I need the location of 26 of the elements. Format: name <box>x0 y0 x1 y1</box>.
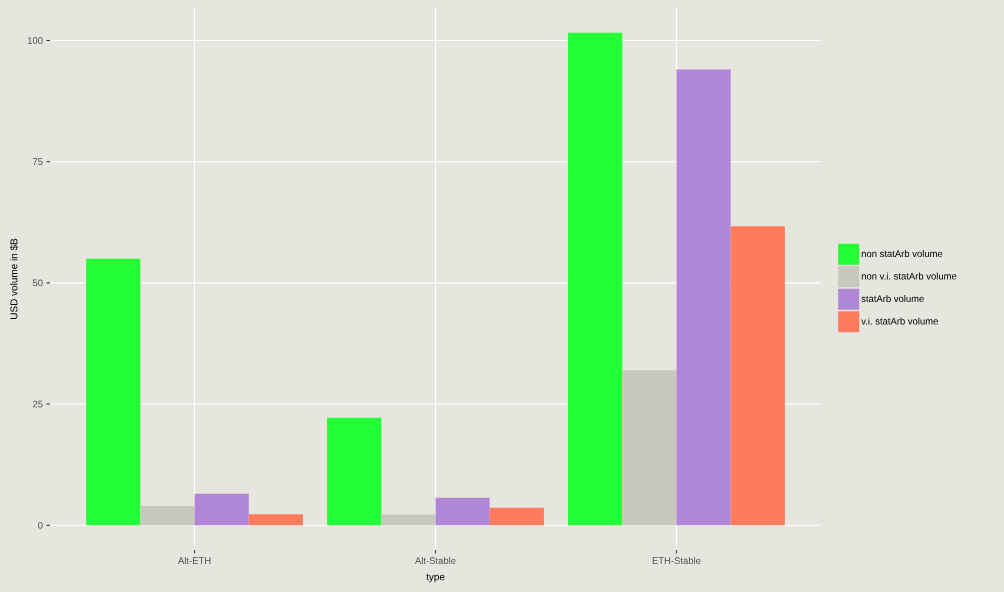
x-tick-label: ETH-Stable <box>652 557 701 564</box>
bar <box>676 69 731 526</box>
x-tick-label: Alt-Stable <box>415 557 456 564</box>
y-axis-title: USD volume in $B <box>9 238 19 319</box>
y-tick-label: 100 <box>27 37 43 44</box>
y-tick-label: 50 <box>32 279 43 287</box>
x-tick-label: Alt-ETH <box>178 557 211 564</box>
legend-label: statArb volume <box>861 295 924 303</box>
bar <box>489 507 544 526</box>
bar <box>327 417 382 526</box>
bar <box>730 226 785 526</box>
x-axis-title: type <box>426 573 445 583</box>
legend-label: non statArb volume <box>861 250 943 258</box>
bar <box>381 514 436 526</box>
bar <box>86 258 141 526</box>
bar <box>622 370 677 526</box>
legend-label: v.i. statArb volume <box>861 317 938 325</box>
bar <box>568 32 623 526</box>
y-tick-label: 25 <box>32 400 43 408</box>
y-tick-label: 75 <box>32 158 43 165</box>
bar <box>435 497 490 526</box>
bar <box>248 514 303 526</box>
legend-label: non v.i. statArb volume <box>861 272 957 280</box>
bar <box>194 493 249 526</box>
bar <box>140 505 195 526</box>
y-tick-label: 0 <box>38 521 43 529</box>
